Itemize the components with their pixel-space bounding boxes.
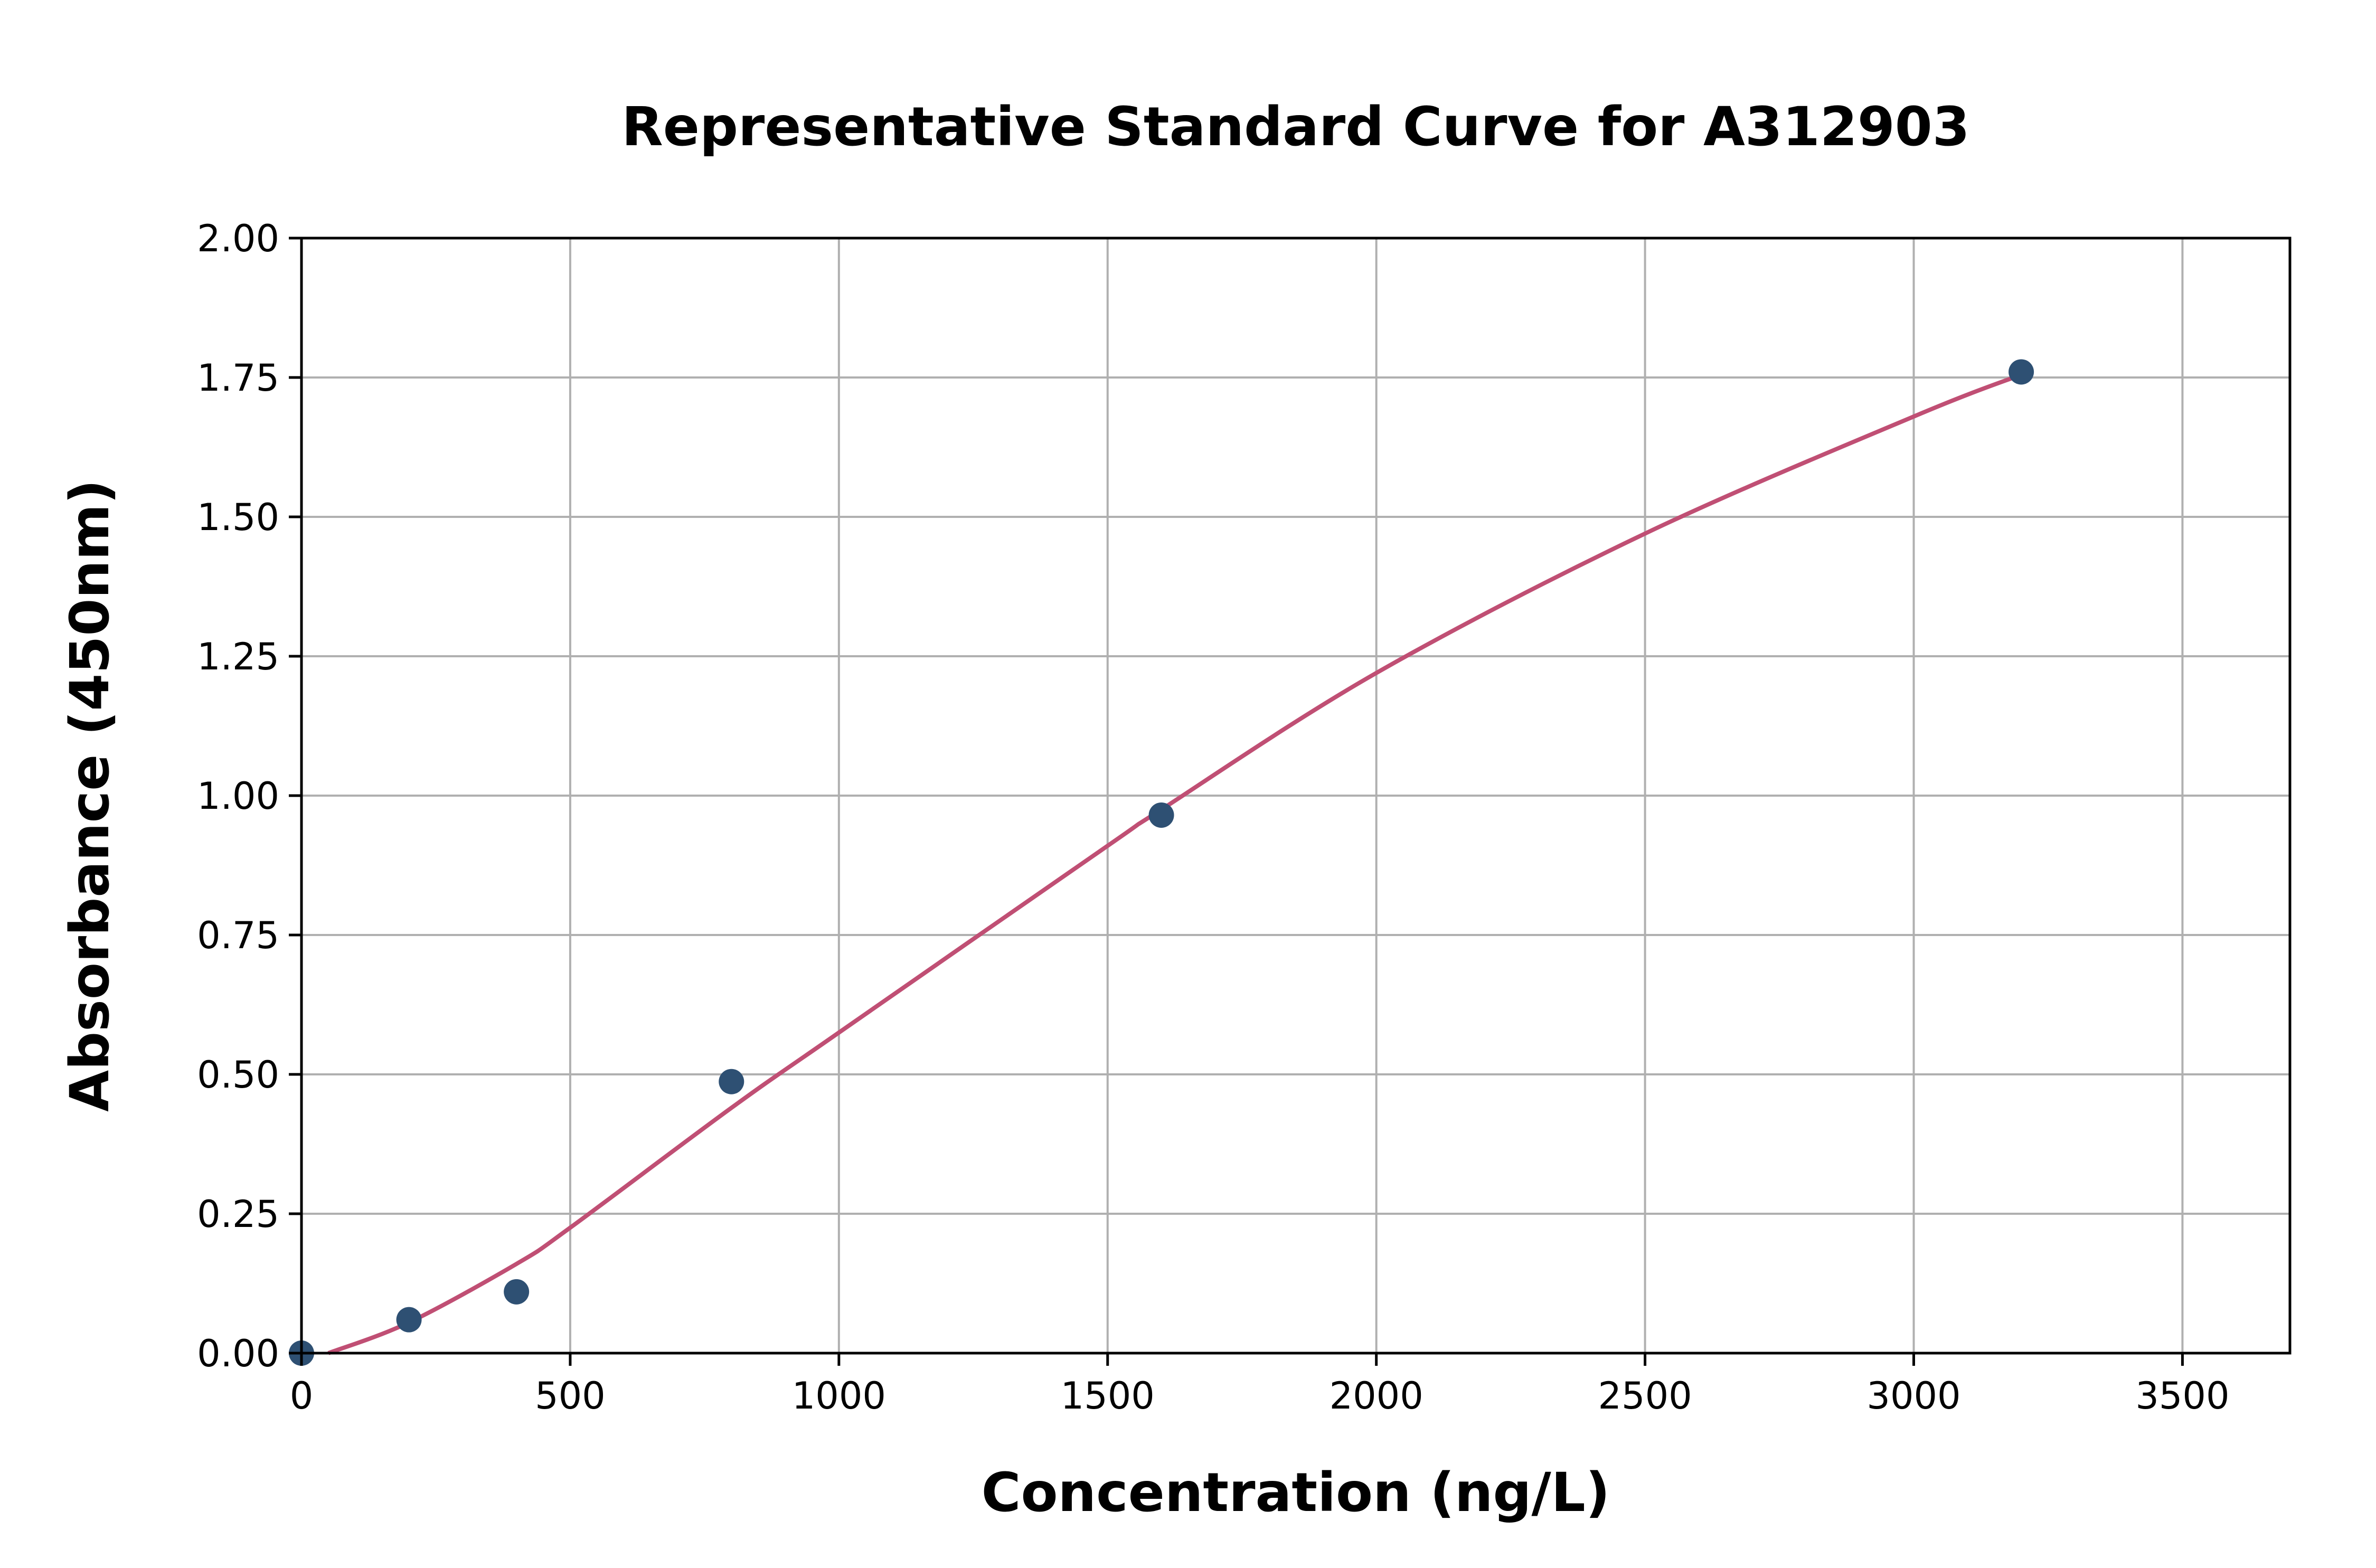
y-tick-label: 1.50 (197, 496, 279, 539)
x-tick-label: 0 (290, 1374, 314, 1418)
x-tick-label: 3000 (1866, 1374, 1960, 1418)
fit-curve-layer (327, 372, 2022, 1355)
data-point (719, 1069, 744, 1094)
x-tick-label: 500 (535, 1374, 606, 1418)
fit-curve (327, 372, 2022, 1355)
data-point (2009, 359, 2034, 385)
y-tick-label: 0.00 (197, 1332, 279, 1375)
y-tick-label: 0.50 (197, 1053, 279, 1097)
data-points (289, 359, 2034, 1366)
data-point (396, 1307, 422, 1333)
x-tick-label: 1000 (792, 1374, 886, 1418)
x-tick-label: 3500 (2135, 1374, 2229, 1418)
grid (300, 237, 2290, 1354)
data-point (1148, 802, 1174, 828)
data-point (504, 1279, 530, 1305)
y-tick-label: 0.75 (197, 914, 279, 957)
y-tick-label: 0.25 (197, 1193, 279, 1236)
y-axis-label: Absorbance (450nm) (59, 479, 121, 1112)
y-tick-label: 2.00 (197, 217, 279, 260)
y-axis-ticks: 0.00 0.25 0.50 0.75 1.00 1.25 1.50 1.75 2.00 (197, 217, 301, 1375)
y-tick-label: 1.75 (197, 356, 279, 400)
x-tick-label: 2500 (1598, 1374, 1692, 1418)
x-tick-label: 2000 (1330, 1374, 1423, 1418)
x-axis-ticks: 0 500 1000 1500 2000 2500 3000 3500 (290, 1353, 2230, 1418)
x-tick-label: 1500 (1061, 1374, 1155, 1418)
chart-title: Representative Standard Curve for A31290… (621, 96, 1970, 158)
x-axis-label: Concentration (ng/L) (982, 1461, 1610, 1524)
y-tick-label: 1.00 (197, 774, 279, 818)
y-tick-label: 1.25 (197, 635, 279, 678)
